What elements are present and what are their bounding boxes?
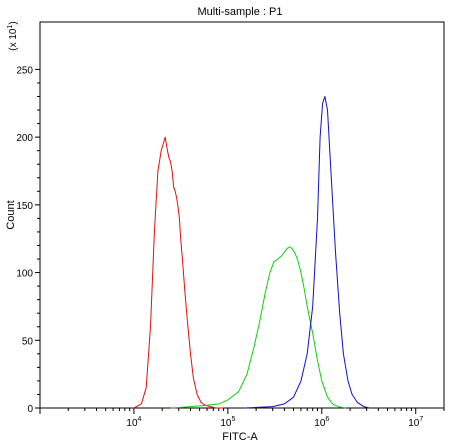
y-axis-label: Count (5, 200, 17, 229)
chart-title: Multi-sample : P1 (198, 6, 283, 18)
y-tick-label: 250 (16, 65, 33, 76)
x-tick-base: 10 (408, 418, 420, 429)
x-tick-label: 105 (220, 416, 235, 429)
y-axis-ticks: 0 50 100 150 200 250 (16, 65, 40, 415)
y-tick-label: 200 (16, 133, 33, 144)
y-tick-label: 150 (16, 201, 33, 212)
y-tick-label: 100 (16, 269, 33, 280)
series-line-3 (244, 96, 370, 409)
svg-text:(x 101): (x 101) (7, 21, 19, 50)
x-tick-exponent: 6 (325, 416, 329, 423)
y-multiplier-text: (x 10 (8, 28, 19, 51)
x-tick-exponent: 5 (231, 416, 235, 423)
y-tick-label: 0 (27, 404, 33, 415)
x-tick-label: 104 (126, 416, 141, 429)
y-multiplier-exponent: 1 (7, 25, 14, 29)
x-axis-label: FITC-A (222, 431, 258, 443)
x-tick-exponent: 4 (138, 416, 142, 423)
y-multiplier-close: ) (8, 21, 19, 24)
x-tick-label: 106 (314, 416, 329, 429)
plot-frame (39, 21, 445, 409)
x-tick-base: 10 (314, 418, 326, 429)
series-line-1 (133, 136, 224, 409)
x-tick-exponent: 7 (419, 416, 423, 423)
x-tick-label: 107 (408, 416, 423, 429)
x-axis-ticks: 104 105 106 107 (39, 408, 445, 429)
series-line-2 (171, 246, 346, 409)
x-tick-base: 10 (126, 418, 138, 429)
x-tick-base: 10 (220, 418, 232, 429)
series-layer (133, 96, 370, 409)
y-axis-multiplier: (x 101) (7, 21, 19, 50)
y-tick-label: 50 (22, 336, 34, 347)
